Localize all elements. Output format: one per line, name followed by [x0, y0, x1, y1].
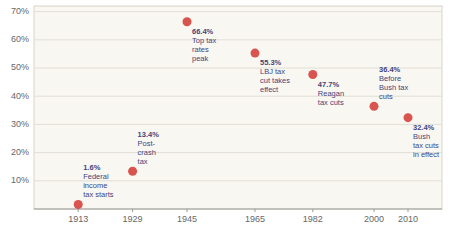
annotation-line: income [83, 181, 107, 190]
point [183, 17, 192, 26]
annotation-line: 1.6% [83, 163, 100, 172]
y-tick-label: 40% [11, 91, 29, 101]
x-tick-label: 2010 [398, 214, 418, 224]
x-tick [374, 209, 375, 212]
x-tick [255, 209, 256, 212]
x-tick [187, 209, 188, 212]
annotation-line: 36.4% [379, 65, 401, 74]
annotation-line: rates [192, 45, 209, 54]
grid-line [34, 124, 442, 125]
x-tick [132, 209, 133, 212]
annotation-line: in effect [413, 150, 440, 159]
annotation-line: 55.3% [260, 58, 282, 67]
annotation-line: 47.7% [318, 80, 340, 89]
chart: 10% 20% 30% 40% 50% 60% 70% 1913 1929 1945 1965 198… [0, 0, 450, 229]
annotation-line: cuts [379, 92, 393, 101]
annotation: 55.3%LBJ taxcut takeseffect [260, 58, 290, 94]
points [74, 17, 413, 209]
x-tick [408, 209, 409, 212]
point [308, 70, 317, 79]
x-tick [78, 209, 79, 212]
annotation: 36.4%BeforeBush taxcuts [379, 65, 408, 101]
x-tick-label: 1929 [123, 214, 143, 224]
annotation: 1.6%Federalincometax starts [83, 163, 114, 199]
annotation: 32.4%Bushtax cutsin effect [413, 123, 440, 159]
plot-area [34, 6, 442, 209]
grid-line [34, 152, 442, 153]
point [128, 167, 137, 176]
x-tick-label: 1982 [303, 214, 323, 224]
annotation-line: Federal [83, 172, 109, 181]
y-tick-label: 30% [11, 119, 29, 129]
x-tick-label: 1913 [68, 214, 88, 224]
y-tick-label: 60% [11, 34, 29, 44]
annotation-line: LBJ tax [260, 67, 285, 76]
x-tick [312, 209, 313, 212]
x-tick-label: 1945 [177, 214, 197, 224]
annotation-line: 66.4% [192, 27, 214, 36]
grid-line [34, 11, 442, 12]
annotation-line: tax cuts [318, 98, 344, 107]
annotation-line: peak [192, 54, 209, 63]
x-tick-label: 2000 [364, 214, 384, 224]
point [251, 49, 260, 58]
annotation-line: tax cuts [413, 141, 439, 150]
annotation-line: tax starts [83, 190, 114, 199]
annotations: 1.6%Federalincometax starts 13.4%Post-cra… [83, 27, 440, 200]
grid-line [34, 39, 442, 40]
annotation-line: Post- [138, 139, 156, 148]
annotation-line: Bush [413, 132, 430, 141]
annotation: 66.4%Top taxratespeak [192, 27, 216, 63]
annotation: 13.4%Post-crashtax [138, 130, 160, 166]
y-tick-label: 10% [11, 175, 29, 185]
y-tick-label: 20% [11, 147, 29, 157]
annotation-line: 32.4% [413, 123, 435, 132]
annotation-line: Before [379, 74, 401, 83]
annotation: 47.7%Reagantax cuts [318, 80, 344, 107]
annotation-line: Top tax [192, 36, 216, 45]
x-axis-line [34, 209, 442, 210]
annotation-line: effect [260, 85, 279, 94]
annotation-line: 13.4% [138, 130, 160, 139]
annotation-line: tax [138, 157, 148, 166]
annotation-line: Reagan [318, 89, 344, 98]
annotation-line: crash [138, 148, 156, 157]
annotation-line: Bush tax [379, 83, 408, 92]
point [370, 102, 379, 111]
point [74, 200, 83, 209]
y-tick-label: 50% [11, 62, 29, 72]
x-tick-label: 1965 [245, 214, 265, 224]
annotation-line: cut takes [260, 76, 290, 85]
point [404, 113, 413, 122]
y-tick-label: 70% [11, 6, 29, 16]
